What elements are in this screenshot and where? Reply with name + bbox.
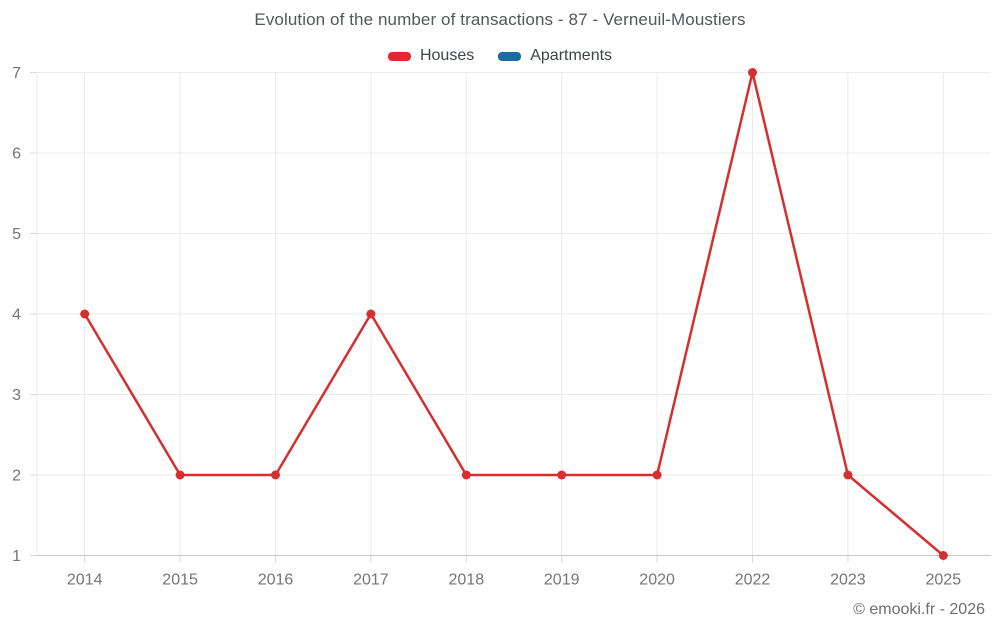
houses-data-point[interactable] xyxy=(938,551,948,560)
apartments-swatch-icon xyxy=(498,51,522,61)
houses-data-point[interactable] xyxy=(843,470,853,480)
x-axis-label: 2017 xyxy=(353,572,389,589)
x-axis-label: 2025 xyxy=(926,572,962,589)
houses-swatch-icon xyxy=(387,51,411,61)
x-axis-label: 2018 xyxy=(449,572,485,589)
y-axis-label: 3 xyxy=(12,387,21,404)
chart-title: Evolution of the number of transactions … xyxy=(254,10,746,29)
copyright-text: © emooki.fr - 2026 xyxy=(853,601,985,618)
x-axis-label: 2023 xyxy=(830,572,866,589)
legend-item-apartments[interactable]: Apartments xyxy=(498,47,612,65)
houses-data-point[interactable] xyxy=(366,309,376,319)
houses-data-point[interactable] xyxy=(80,309,90,319)
houses-data-point[interactable] xyxy=(652,470,662,480)
houses-data-point[interactable] xyxy=(271,470,280,480)
y-axis-label: 6 xyxy=(12,146,21,163)
chart-legend: Houses Apartments xyxy=(0,45,1000,67)
houses-data-point[interactable] xyxy=(748,68,757,77)
x-axis-label: 2020 xyxy=(639,572,675,589)
x-axis-label: 2019 xyxy=(544,572,580,589)
houses-data-point[interactable] xyxy=(557,470,567,480)
houses-data-point[interactable] xyxy=(461,470,471,480)
y-axis-label: 4 xyxy=(12,307,21,324)
legend-label-houses: Houses xyxy=(419,47,475,64)
x-axis-label: 2015 xyxy=(162,572,198,589)
houses-data-point[interactable] xyxy=(175,470,185,480)
houses-line xyxy=(83,71,945,557)
y-axis-label: 1 xyxy=(12,548,21,565)
x-axis-label: 2022 xyxy=(735,572,771,589)
x-axis-label: 2016 xyxy=(258,572,294,589)
y-axis-label: 2 xyxy=(12,468,21,485)
legend-label-apartments: Apartments xyxy=(530,47,613,64)
y-axis-label: 5 xyxy=(12,226,21,243)
y-axis-label: 7 xyxy=(12,65,21,82)
x-axis-label: 2014 xyxy=(67,572,103,589)
legend-item-houses[interactable]: Houses xyxy=(387,47,475,65)
